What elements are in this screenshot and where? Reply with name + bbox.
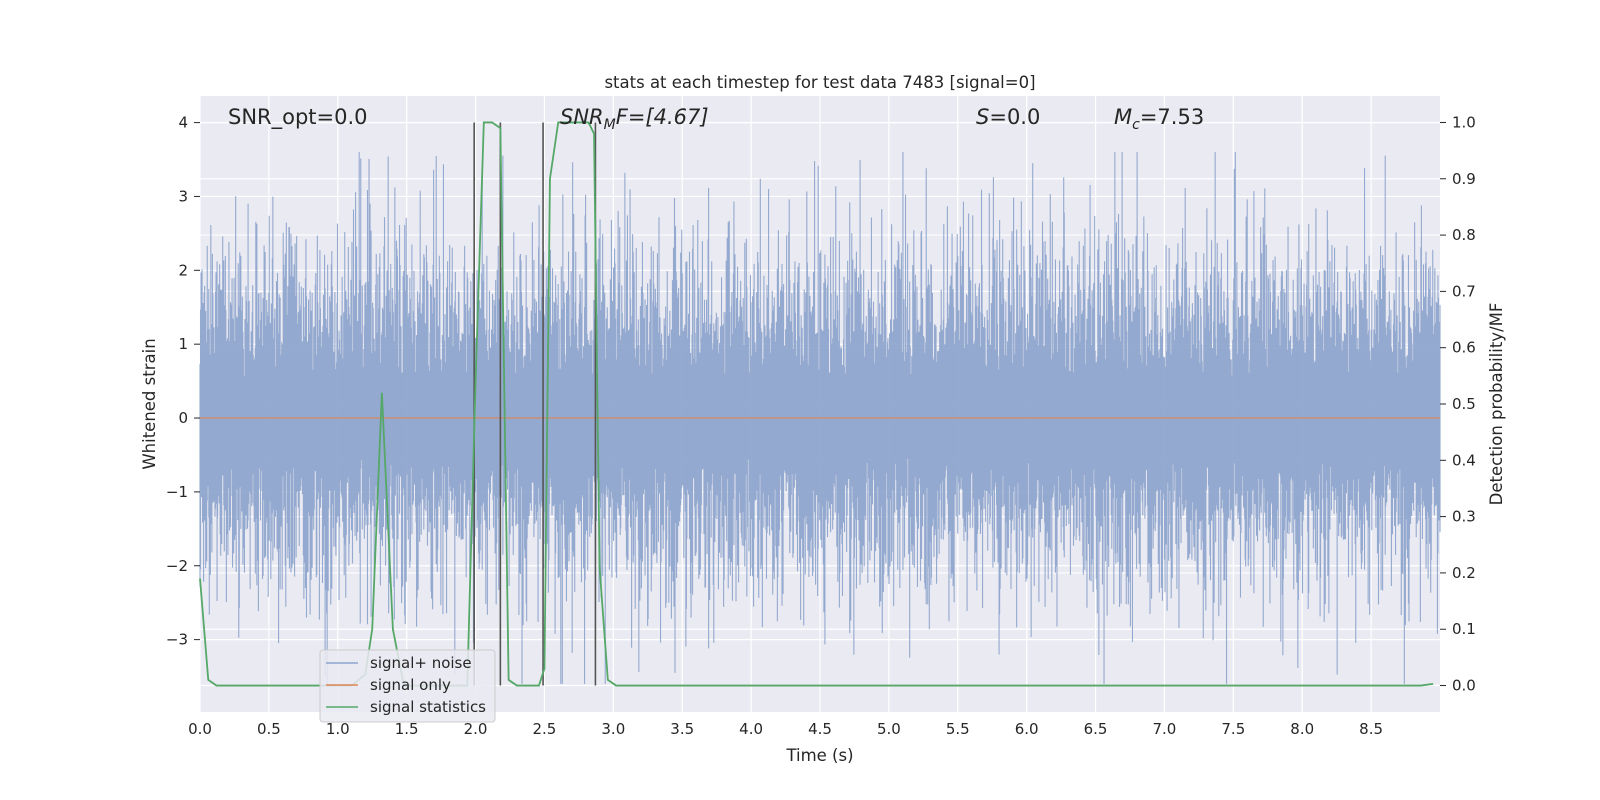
x-tick-10: 5.0 [877,720,901,738]
x-tick-6: 3.0 [601,720,625,738]
y-tick-2: −1 [166,483,188,501]
series-signal-statistics [199,121,1434,687]
legend-label-signal-statistics: signal statistics [370,698,486,716]
x-tick-11: 5.5 [946,720,970,738]
x-tick-0: 0.0 [188,720,212,738]
y-tick-0: −3 [166,631,188,649]
legend-box [319,649,496,723]
y2-tick-10: 1.0 [1452,113,1476,131]
annotation-snr-mf-sub: M [604,117,616,133]
y-axis-label: Whitened strain [140,338,159,469]
x-tick-5: 2.5 [533,720,557,738]
y2-axis-label: Detection probability/MF [1487,303,1506,506]
y-tick-4: 1 [178,335,188,353]
y2-tick-9: 0.9 [1452,170,1476,188]
legend-label-signal-plus-noise: signal+ noise [370,654,472,672]
y-tick-6: 3 [178,187,188,205]
y2-tick-1: 0.1 [1452,620,1476,638]
y2-tick-3: 0.3 [1452,508,1476,526]
x-tick-4: 2.0 [464,720,488,738]
x-axis-label: Time (s) [785,746,853,765]
x-tick-2: 1.0 [326,720,350,738]
annotation-s-rest: =0.0 [989,105,1040,129]
y2-tick-0: 0.0 [1452,677,1476,695]
annotation-s-main: S [976,105,989,129]
x-tick-12: 6.0 [1015,720,1039,738]
annotation-mc-sub: c [1132,117,1140,133]
x-tick-16: 8.0 [1290,720,1314,738]
legend-label-signal-only: signal only [370,676,451,694]
y-tick-5: 2 [178,261,188,279]
x-tick-1: 0.5 [257,720,281,738]
chart-title: stats at each timestep for test data 748… [604,73,1035,92]
x-tick-3: 1.5 [395,720,419,738]
x-tick-15: 7.5 [1221,720,1245,738]
annotation-snr-mf: SNRMF=[4.67] [560,105,709,133]
x-tick-7: 3.5 [670,720,694,738]
y2-axis-ticks: 0.0 0.1 0.2 0.3 0.4 0.5 0.6 0.7 0.8 0.9 1.0 [1440,113,1476,695]
y2-tick-7: 0.7 [1452,282,1476,300]
y2-tick-2: 0.2 [1452,564,1476,582]
y2-tick-4: 0.4 [1452,451,1476,469]
x-tick-13: 6.5 [1084,720,1108,738]
y2-tick-5: 0.5 [1452,395,1476,413]
y2-tick-6: 0.6 [1452,339,1476,357]
x-tick-14: 7.0 [1153,720,1177,738]
signal-statistics-line [199,121,1434,687]
annotation-mc-rest: =7.53 [1140,105,1204,129]
annotation-snr-mf-rest: F=[4.67] [616,105,709,129]
x-tick-9: 4.5 [808,720,832,738]
annotation-s: S=0.0 [976,105,1040,129]
annotation-mc: Mc=7.53 [1114,105,1204,133]
x-tick-8: 4.0 [739,720,763,738]
y-axis-ticks: −3 −2 −1 0 1 2 3 4 [166,114,200,649]
legend: signal+ noise signal only signal statist… [319,649,496,723]
x-axis-ticks: 0.0 0.5 1.0 1.5 2.0 2.5 3.0 3.5 4.0 4.5 5.0 5.5 6.0 6… [188,720,1383,738]
x-tick-17: 8.5 [1359,720,1383,738]
y2-tick-8: 0.8 [1452,226,1476,244]
annotation-mc-main: M [1114,105,1132,129]
annotation-snr-opt: SNR_opt=0.0 [228,105,368,130]
annotation-snr-mf-main: SNR [560,105,604,129]
y-tick-7: 4 [178,114,188,132]
y-tick-3: 0 [178,409,188,427]
y-tick-1: −2 [166,557,188,575]
